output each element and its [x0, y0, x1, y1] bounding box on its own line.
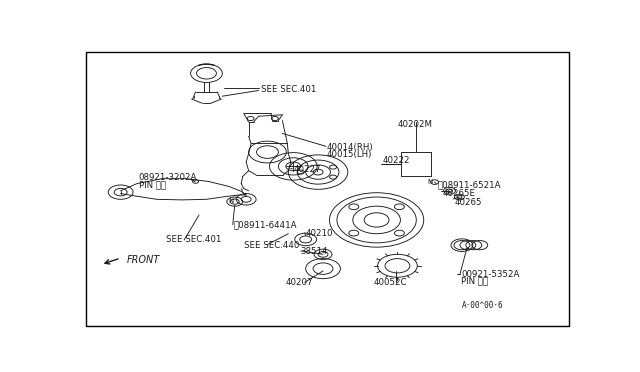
- Text: SEE SEC.440: SEE SEC.440: [244, 241, 299, 250]
- Text: 40265E: 40265E: [442, 189, 475, 198]
- Text: 40207: 40207: [286, 279, 314, 288]
- Text: 40015(LH): 40015(LH): [327, 150, 372, 159]
- Text: SEE SEC.401: SEE SEC.401: [166, 235, 221, 244]
- Text: 00921-5352A: 00921-5352A: [461, 270, 519, 279]
- Text: 40014(RH): 40014(RH): [327, 143, 374, 152]
- Text: N: N: [428, 179, 433, 185]
- Text: ⓝ08911-6521A: ⓝ08911-6521A: [437, 180, 500, 189]
- Text: SEE SEC.401: SEE SEC.401: [261, 84, 316, 93]
- Text: 08921-3202A: 08921-3202A: [138, 173, 197, 182]
- Text: PIN ピン: PIN ピン: [138, 180, 166, 189]
- FancyBboxPatch shape: [86, 51, 569, 326]
- Text: N: N: [228, 198, 234, 204]
- Text: A·00^00·6: A·00^00·6: [462, 301, 504, 310]
- Text: 38514: 38514: [301, 247, 328, 256]
- Text: 40222: 40222: [383, 156, 410, 165]
- Text: FRONT: FRONT: [127, 255, 161, 265]
- Text: PIN ピン: PIN ピン: [461, 276, 488, 285]
- Text: 40227: 40227: [293, 165, 321, 174]
- Text: 40210: 40210: [306, 229, 333, 238]
- Text: 40202M: 40202M: [397, 121, 433, 129]
- Text: 40265: 40265: [454, 198, 482, 207]
- Text: ⓝ08911-6441A: ⓝ08911-6441A: [234, 220, 297, 229]
- Text: 40052C: 40052C: [374, 279, 407, 288]
